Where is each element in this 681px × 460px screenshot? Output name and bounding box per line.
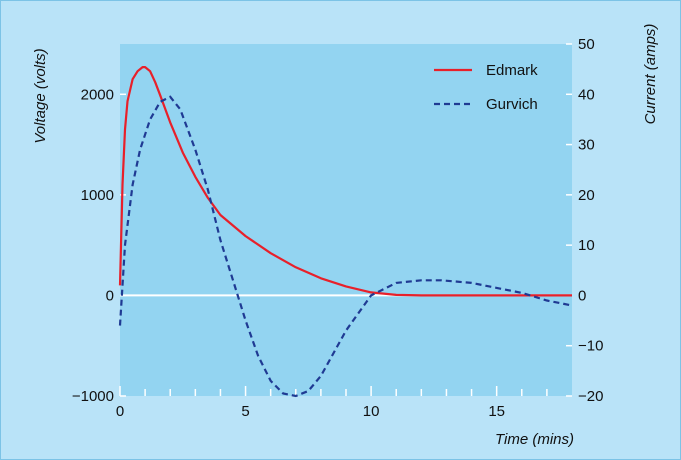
y-left-axis-ticks: −1000 0 1000 2000 xyxy=(72,86,126,405)
series-line-gurvich xyxy=(118,95,573,398)
plot-area xyxy=(120,44,572,396)
x-tick-label: 10 xyxy=(363,403,380,420)
y-right-tick-label: 10 xyxy=(578,237,595,254)
legend-label-edmark: Edmark xyxy=(486,62,538,79)
y-left-tick-label: 0 xyxy=(106,287,114,304)
legend: Edmark Gurvich xyxy=(434,62,538,113)
x-axis-ticks: 0 5 10 15 xyxy=(116,386,505,420)
x-tick-label: 5 xyxy=(241,403,249,420)
x-axis-title: Time (mins) xyxy=(495,431,574,448)
y-right-tick-label: 0 xyxy=(578,287,586,304)
x-tick-label: 15 xyxy=(488,403,505,420)
y-right-axis-title: Current (amps) xyxy=(642,24,659,125)
legend-label-gurvich: Gurvich xyxy=(486,96,538,113)
y-right-tick-label: 50 xyxy=(578,36,595,53)
y-left-tick-label: 1000 xyxy=(81,187,114,204)
y-right-tick-label: 20 xyxy=(578,187,595,204)
y-left-tick-label: −1000 xyxy=(72,388,114,405)
y-right-tick-label: −20 xyxy=(578,388,603,405)
x-minor-ticks xyxy=(144,389,548,396)
x-tick-label: 0 xyxy=(116,403,124,420)
y-left-tick-label: 2000 xyxy=(81,86,114,103)
y-right-tick-label: −10 xyxy=(578,338,603,355)
y-right-tick-label: 30 xyxy=(578,137,595,154)
y-right-tick-label: 40 xyxy=(578,86,595,103)
series-line-edmark xyxy=(118,65,572,297)
y-left-axis-title: Voltage (volts) xyxy=(32,48,49,143)
y-right-axis-ticks: −20 −10 0 10 20 30 40 50 xyxy=(566,36,603,405)
